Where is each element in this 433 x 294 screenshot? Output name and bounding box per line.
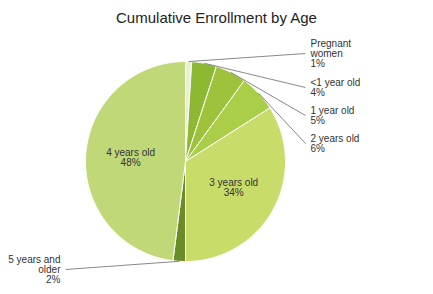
svg-text:4 years old48%: 4 years old48% bbox=[106, 147, 155, 168]
html-text:Cumulative Enrollment by Age: Cumulative Enrollment by Age bbox=[116, 9, 317, 26]
svg-text:Pregnantwomen1%: Pregnantwomen1% bbox=[310, 38, 352, 69]
svg-text:3 years old34%: 3 years old34% bbox=[209, 177, 258, 198]
svg-text:1 year old5%: 1 year old5% bbox=[311, 105, 355, 126]
svg-text:<1 year old4%: <1 year old4% bbox=[311, 77, 361, 98]
svg-text:5 years andolder2%: 5 years andolder2% bbox=[8, 254, 61, 285]
svg-text:2 years old6%: 2 years old6% bbox=[311, 133, 360, 154]
